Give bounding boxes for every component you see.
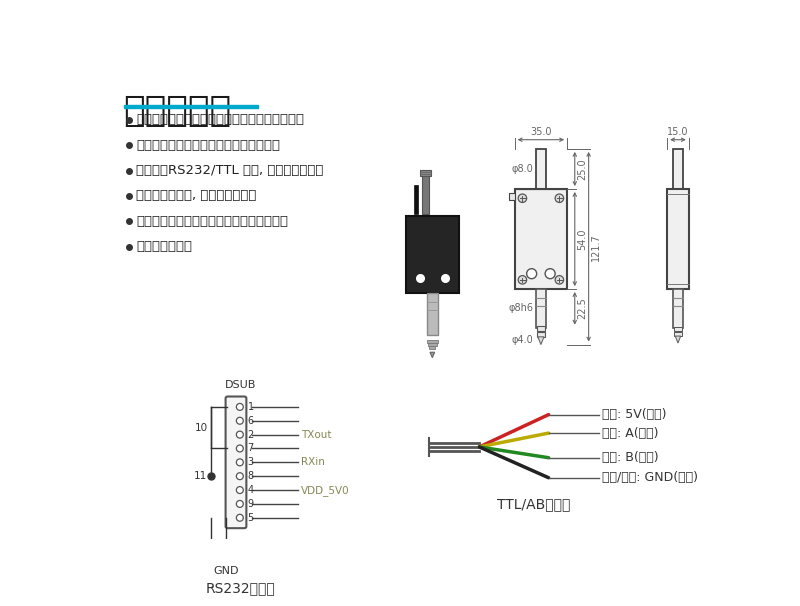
Bar (514, 189, 567, 289)
Polygon shape (675, 336, 681, 343)
Bar (430, 346, 435, 349)
Circle shape (236, 431, 243, 438)
Text: 35.0: 35.0 (530, 127, 552, 138)
Text: 可提供连接端子: 可提供连接端子 (136, 240, 192, 253)
Text: DSUB: DSUB (225, 380, 256, 390)
Bar (667, 189, 689, 289)
Bar (674, 332, 682, 336)
Circle shape (526, 268, 537, 279)
Text: 15.0: 15.0 (667, 127, 689, 138)
Text: 2: 2 (247, 430, 254, 439)
Text: 8: 8 (247, 471, 254, 481)
FancyBboxPatch shape (226, 396, 246, 528)
Text: 121.7: 121.7 (591, 233, 601, 261)
Circle shape (236, 445, 243, 452)
Bar (406, 216, 458, 293)
Text: GND: GND (214, 565, 238, 576)
Bar (510, 193, 514, 200)
Circle shape (236, 418, 243, 424)
Bar (427, 340, 438, 343)
Text: 5: 5 (247, 513, 254, 523)
Bar (422, 176, 430, 215)
Bar (420, 170, 430, 176)
Text: 4: 4 (247, 485, 254, 495)
Text: 25.0: 25.0 (577, 158, 587, 180)
Bar (414, 185, 418, 215)
Circle shape (555, 194, 564, 202)
Bar (535, 289, 546, 328)
Text: 搭配高精度比测台、显示器可实现精密测量: 搭配高精度比测台、显示器可实现精密测量 (136, 215, 288, 228)
Text: φ8.0: φ8.0 (511, 164, 534, 174)
Text: 22.5: 22.5 (577, 298, 587, 319)
Text: 54.0: 54.0 (577, 228, 587, 250)
Text: 3: 3 (247, 458, 254, 467)
Text: RXin: RXin (301, 458, 325, 467)
Text: 9: 9 (247, 499, 254, 509)
Text: 黑色/蓝色: GND(接地): 黑色/蓝色: GND(接地) (602, 471, 698, 484)
Text: RS232线序图: RS232线序图 (206, 582, 275, 596)
Circle shape (518, 194, 526, 202)
Bar (427, 293, 438, 335)
Circle shape (236, 514, 243, 521)
Text: 7: 7 (247, 444, 254, 453)
Text: 绿色: B(信号): 绿色: B(信号) (602, 451, 659, 464)
Text: 位移传感器: 位移传感器 (123, 95, 232, 128)
Bar (674, 327, 682, 331)
Text: VDD_5V0: VDD_5V0 (301, 485, 350, 496)
Text: 6: 6 (247, 416, 254, 426)
Bar (535, 149, 546, 189)
Bar (428, 343, 437, 346)
Text: φ4.0: φ4.0 (511, 335, 534, 345)
Circle shape (236, 473, 243, 480)
Text: 黄色: A(信号): 黄色: A(信号) (602, 427, 659, 439)
Polygon shape (538, 337, 544, 345)
Text: 传输方式RS232/TTL 可选, 可定制通信协议: 传输方式RS232/TTL 可选, 可定制通信协议 (136, 164, 323, 177)
Circle shape (555, 276, 564, 284)
Text: 红色: 5V(电源): 红色: 5V(电源) (602, 408, 667, 421)
Text: TTL/AB线序图: TTL/AB线序图 (497, 498, 570, 511)
Bar (537, 326, 545, 331)
Circle shape (236, 487, 243, 493)
Circle shape (236, 404, 243, 410)
Text: 1: 1 (247, 402, 254, 412)
Bar (123, 105, 258, 108)
Bar (537, 332, 545, 337)
Circle shape (518, 276, 526, 284)
Text: 采用高精度光栅传感器以保证较高精度和稳定性: 采用高精度光栅传感器以保证较高精度和稳定性 (136, 113, 304, 126)
Text: 独特防尘帽设计, 可外接提升装置: 独特防尘帽设计, 可外接提升装置 (136, 190, 256, 202)
Bar (674, 149, 682, 189)
Bar (674, 289, 682, 328)
Text: TXout: TXout (301, 430, 331, 439)
Polygon shape (430, 352, 434, 358)
Text: φ8h6: φ8h6 (508, 304, 534, 313)
Circle shape (545, 268, 555, 279)
Circle shape (236, 459, 243, 466)
Text: 10: 10 (194, 423, 207, 433)
Circle shape (236, 501, 243, 507)
Text: 独特传动结构设计确保上千万次使用寿命: 独特传动结构设计确保上千万次使用寿命 (136, 139, 280, 152)
Text: 11: 11 (194, 471, 207, 481)
